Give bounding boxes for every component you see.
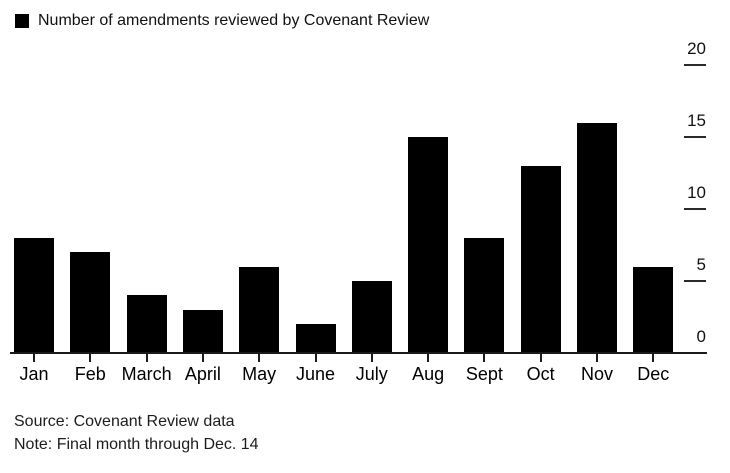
x-axis-label-june: June [295, 364, 336, 384]
bar-july [351, 281, 392, 353]
bar-april [182, 309, 223, 353]
legend-label: Number of amendments reviewed by Covenan… [38, 12, 430, 29]
x-tick-march [145, 353, 148, 362]
y-axis-label-15: 15 [687, 111, 706, 130]
y-axis-label-0: 0 [696, 327, 706, 346]
x-tick-oct [539, 353, 542, 362]
bar-aug [408, 137, 449, 353]
bar-feb [70, 252, 111, 353]
y-axis-label-5: 5 [696, 255, 706, 274]
x-axis-label-sept: Sept [465, 364, 503, 384]
x-axis-label-jan: Jan [19, 364, 49, 384]
y-tick-20 [684, 64, 706, 66]
x-axis-label-july: July [355, 364, 388, 384]
x-axis-label-march: March [121, 364, 172, 384]
x-axis-label-nov: Nov [580, 364, 613, 384]
x-axis-label-feb: Feb [74, 364, 106, 384]
bar-march [126, 295, 167, 353]
x-tick-dec [652, 353, 655, 362]
x-tick-nov [596, 353, 598, 362]
x-axis-line [10, 352, 707, 354]
y-axis-label-20: 20 [687, 39, 706, 58]
y-tick-5 [684, 280, 706, 282]
note-text: Note: Final month through Dec. 14 [14, 436, 259, 453]
x-tick-jan [33, 353, 35, 362]
bar-sept [464, 237, 505, 353]
x-tick-may [258, 353, 261, 362]
x-tick-aug [427, 353, 430, 362]
source-text: Source: Covenant Review data [14, 413, 235, 430]
y-tick-15 [684, 136, 706, 138]
legend: Number of amendments reviewed by Covenan… [15, 13, 429, 29]
y-tick-10 [684, 208, 706, 210]
x-axis-label-may: May [242, 364, 277, 384]
bar-dec [633, 266, 674, 353]
x-tick-sept [483, 353, 486, 362]
bar-june [295, 324, 336, 353]
x-tick-july [370, 353, 373, 362]
x-tick-june [314, 353, 317, 362]
x-tick-feb [89, 353, 92, 362]
x-tick-april [201, 353, 204, 362]
bar-nov [577, 122, 617, 353]
bar-oct [520, 165, 561, 353]
y-axis-label-10: 10 [687, 183, 706, 202]
x-axis-label-april: April [184, 364, 221, 384]
x-axis-label-aug: Aug [412, 364, 445, 384]
bar-jan [14, 237, 54, 353]
x-axis-label-oct: Oct [526, 364, 555, 384]
legend-swatch-icon [15, 14, 29, 28]
footer: Source: Covenant Review data Note: Final… [14, 410, 259, 456]
bar-may [239, 266, 280, 353]
x-axis-label-dec: Dec [637, 364, 670, 384]
